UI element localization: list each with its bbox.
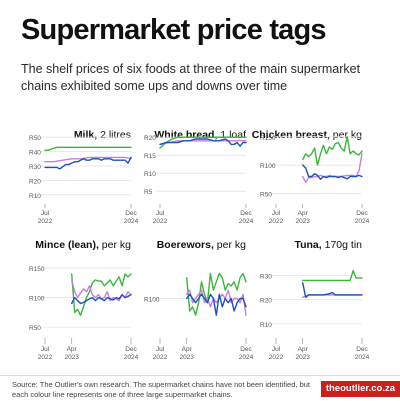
panel-title-unit: 170g tin [322, 239, 362, 251]
series-line-3 [71, 294, 132, 305]
panel-2: White bread, 1 loafR20R15R10R5Jul2022Dec… [144, 129, 254, 225]
x-tick-year: 2024 [124, 354, 139, 361]
source-note: Source: The Outlier's own research. The … [12, 380, 310, 399]
series-line-1 [186, 272, 247, 316]
panel-title-bold: Tuna, [294, 239, 321, 251]
y-tick-label: R100 [260, 163, 276, 170]
y-tick-label: R20 [29, 178, 41, 185]
y-tick-label: R15 [144, 153, 156, 160]
series-line-2 [302, 153, 363, 183]
y-tick-label: R10 [144, 171, 156, 178]
series-line-2 [186, 289, 247, 316]
x-tick-label: Jul [272, 210, 281, 217]
series-line-1 [302, 270, 363, 282]
panel-title: Boerewors, per kg [157, 239, 246, 251]
panel-title: Mince (lean), per kg [35, 239, 131, 251]
panel-title-bold: White bread, [154, 129, 217, 141]
x-tick-year: 2023 [295, 218, 310, 225]
panel-title-bold: Mince (lean), [35, 239, 99, 251]
series-line-2 [44, 156, 132, 163]
panel-title: Chicken breast, per kg [252, 129, 362, 141]
y-tick-label: R50 [29, 135, 41, 142]
y-tick-label: R50 [260, 191, 272, 198]
x-tick-label: Jul [156, 346, 165, 353]
x-tick-year: 2022 [153, 218, 168, 225]
x-tick-label: Jul [156, 210, 165, 217]
series-line-1 [159, 136, 247, 149]
x-tick-year: 2024 [124, 218, 139, 225]
y-tick-label: R40 [29, 150, 41, 157]
y-tick-label: R100 [29, 296, 45, 303]
x-tick-year: 2022 [38, 218, 53, 225]
x-tick-label: Dec [125, 346, 137, 353]
x-tick-label: Dec [356, 346, 368, 353]
panel-title-bold: Milk, [74, 129, 97, 141]
x-tick-year: 2022 [153, 354, 168, 361]
x-tick-year: 2024 [355, 218, 370, 225]
x-tick-label: Apr [298, 346, 309, 353]
panel-title-unit: per kg [99, 239, 131, 251]
y-tick-label: R10 [260, 322, 272, 329]
panel-title-bold: Chicken breast, [252, 129, 330, 141]
y-tick-label: R150 [29, 266, 45, 273]
panel-title-unit: per kg [330, 129, 362, 141]
y-tick-label: R20 [260, 298, 272, 305]
series-line-3 [44, 156, 132, 170]
y-tick-label: R50 [29, 325, 41, 332]
y-tick-label: R100 [144, 297, 160, 304]
x-tick-label: Apr [182, 346, 193, 353]
footer: Source: The Outlier's own research. The … [0, 375, 400, 401]
panel-title-unit: per kg [214, 239, 246, 251]
x-tick-year: 2024 [239, 354, 254, 361]
series-line-3 [159, 138, 247, 147]
x-tick-label: Jul [272, 346, 281, 353]
series-line-3 [302, 164, 363, 180]
series-line-2 [159, 140, 247, 146]
x-tick-label: Dec [356, 210, 368, 217]
panel-title: Tuna, 170g tin [294, 239, 362, 251]
x-tick-label: Jul [41, 210, 50, 217]
y-tick-label: R5 [144, 189, 153, 196]
x-tick-year: 2022 [38, 354, 53, 361]
y-tick-label: R10 [29, 193, 41, 200]
x-tick-year: 2023 [64, 354, 79, 361]
x-tick-label: Dec [125, 210, 137, 217]
series-line-1 [71, 273, 132, 316]
x-tick-label: Dec [240, 210, 252, 217]
series-line-3 [186, 293, 247, 316]
brand-logo[interactable]: theoutlier.co.za [320, 381, 400, 397]
panel-title: Milk, 2 litres [74, 129, 131, 141]
y-tick-label: R20 [144, 135, 156, 142]
panel-title-unit: 1 loaf [217, 129, 246, 141]
series-line-3 [302, 282, 363, 298]
series-line-2 [302, 294, 363, 298]
series-line-1 [44, 146, 132, 151]
x-tick-label: Apr [298, 210, 309, 217]
panel-1: Milk, 2 litresR50R40R30R20R10Jul2022Dec2… [29, 129, 139, 225]
x-tick-label: Dec [240, 346, 252, 353]
x-tick-year: 2022 [269, 218, 284, 225]
series-line-1 [302, 136, 363, 166]
chart-subtitle: The shelf prices of six foods at three o… [21, 62, 361, 93]
x-tick-year: 2022 [269, 354, 284, 361]
x-tick-year: 2024 [355, 354, 370, 361]
y-tick-label: R30 [260, 274, 272, 281]
y-tick-label: R150 [260, 135, 276, 142]
x-tick-year: 2023 [179, 354, 194, 361]
panel-3: Chicken breast, per kgR150R100R50Jul2022… [252, 129, 370, 225]
panel-title-bold: Boerewors, [157, 239, 214, 251]
panel-title-unit: 2 litres [97, 129, 131, 141]
x-tick-year: 2024 [239, 218, 254, 225]
x-tick-year: 2023 [295, 354, 310, 361]
x-tick-label: Jul [41, 346, 50, 353]
chart-title: Supermarket price tags [21, 14, 327, 46]
y-tick-label: R30 [29, 164, 41, 171]
series-line-2 [71, 279, 132, 302]
panel-title: White bread, 1 loaf [154, 129, 246, 141]
x-tick-label: Apr [67, 346, 78, 353]
